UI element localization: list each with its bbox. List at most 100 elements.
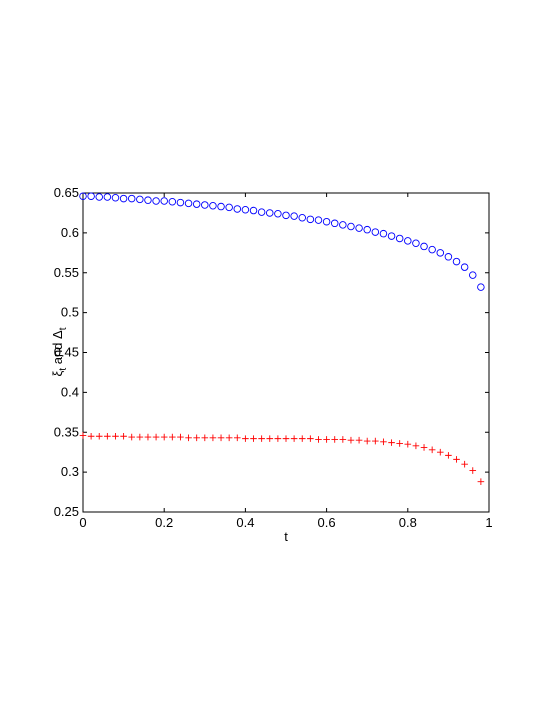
y-axis-label-and: and <box>50 339 65 368</box>
data-point-circle <box>330 219 339 228</box>
data-point-circle <box>201 201 209 209</box>
data-point-plus <box>233 434 241 442</box>
data-point-circle <box>111 194 120 202</box>
data-point-plus <box>217 434 225 442</box>
data-point-plus <box>372 437 379 445</box>
data-point-circle <box>184 199 193 208</box>
data-point-circle <box>209 202 217 210</box>
data-point-plus <box>380 438 387 446</box>
data-point-circle <box>460 263 469 271</box>
data-point-plus <box>266 435 274 442</box>
data-point-circle <box>103 193 112 201</box>
data-point-plus <box>104 432 111 440</box>
data-point-plus <box>136 433 144 441</box>
data-point-circle <box>136 195 144 204</box>
data-point-plus <box>396 440 403 447</box>
x-tick-label: 0 <box>79 515 86 530</box>
data-point-plus <box>282 435 290 442</box>
data-point-plus <box>339 436 347 443</box>
data-point-plus <box>315 436 322 443</box>
data-point-circle <box>387 232 396 240</box>
data-point-circle <box>176 198 185 207</box>
data-point-circle <box>225 203 233 212</box>
data-point-plus <box>290 435 298 442</box>
data-point-plus <box>144 433 152 441</box>
data-point-circle <box>233 205 242 213</box>
data-point-circle <box>95 193 103 201</box>
data-point-plus <box>307 435 314 442</box>
data-point-circle <box>436 249 445 257</box>
data-point-circle <box>363 225 371 234</box>
y-axis-label-delta-subscript: t <box>58 327 69 330</box>
y-tick-label: 0.45 <box>54 345 79 360</box>
data-point-plus <box>201 434 209 442</box>
data-point-circle <box>395 234 404 243</box>
data-point-plus <box>185 434 192 442</box>
data-point-circle <box>404 237 412 245</box>
data-point-circle <box>379 229 388 238</box>
data-point-circle <box>298 213 306 222</box>
data-point-plus <box>298 435 306 442</box>
data-point-plus <box>87 432 95 440</box>
data-point-plus <box>404 440 412 448</box>
data-point-plus <box>428 446 436 454</box>
data-point-plus <box>112 432 119 440</box>
data-point-plus <box>453 456 460 463</box>
data-point-plus <box>461 460 468 468</box>
y-tick-label: 0.5 <box>61 305 79 320</box>
data-point-plus <box>225 434 233 442</box>
data-point-circle <box>339 221 347 229</box>
data-point-circle <box>87 192 95 200</box>
data-point-circle <box>452 257 461 266</box>
data-point-circle <box>127 194 136 203</box>
data-point-circle <box>266 209 274 217</box>
x-tick-label: 1 <box>485 515 492 530</box>
data-point-circle <box>119 194 128 203</box>
data-point-circle <box>241 205 250 214</box>
y-axis-label-xi-subscript: t <box>58 368 69 371</box>
data-point-circle <box>428 245 436 254</box>
data-point-circle <box>347 222 355 231</box>
data-point-plus <box>95 432 103 440</box>
y-axis-label-xi: ξ <box>50 371 65 377</box>
data-point-plus <box>258 435 265 442</box>
y-tick-label: 0.6 <box>61 225 79 240</box>
data-point-circle <box>168 198 177 206</box>
data-point-plus <box>331 436 339 443</box>
data-point-circle <box>249 206 258 215</box>
data-point-circle <box>290 212 298 220</box>
x-tick-label: 0.8 <box>399 515 417 530</box>
y-tick-label: 0.65 <box>54 185 79 200</box>
data-point-plus <box>169 433 176 441</box>
data-point-circle <box>217 202 225 211</box>
data-point-circle <box>322 217 331 226</box>
plot-area: 0 0.2 0.4 0.6 0.8 1 0.25 0.3 0.35 0.4 0.45 0.5 0.55 0… <box>54 185 493 530</box>
data-point-plus <box>177 433 184 441</box>
y-tick-label: 0.25 <box>54 504 79 519</box>
data-point-plus <box>445 452 452 459</box>
data-point-circle <box>257 208 266 216</box>
data-point-plus <box>363 437 371 445</box>
data-point-circle <box>444 253 453 261</box>
data-point-plus <box>323 436 330 443</box>
data-point-circle <box>477 283 485 291</box>
data-point-plus <box>347 436 355 444</box>
data-point-plus <box>355 436 363 444</box>
data-point-circle <box>282 211 290 220</box>
x-tick-label: 0.2 <box>155 515 173 530</box>
data-point-plus <box>128 433 136 441</box>
data-point-plus <box>274 435 282 442</box>
axes-box <box>82 192 490 513</box>
data-point-plus <box>242 435 249 442</box>
data-point-circle <box>469 271 477 279</box>
data-point-circle <box>144 196 152 204</box>
data-point-plus <box>388 439 395 446</box>
data-point-circle <box>355 224 363 232</box>
y-tick-label: 0.35 <box>54 424 79 439</box>
x-axis-label: t <box>284 529 288 544</box>
data-point-plus <box>477 478 485 485</box>
data-point-plus <box>420 444 428 451</box>
data-point-circle <box>192 200 201 208</box>
y-axis-label: ξt and Δt <box>50 327 69 376</box>
